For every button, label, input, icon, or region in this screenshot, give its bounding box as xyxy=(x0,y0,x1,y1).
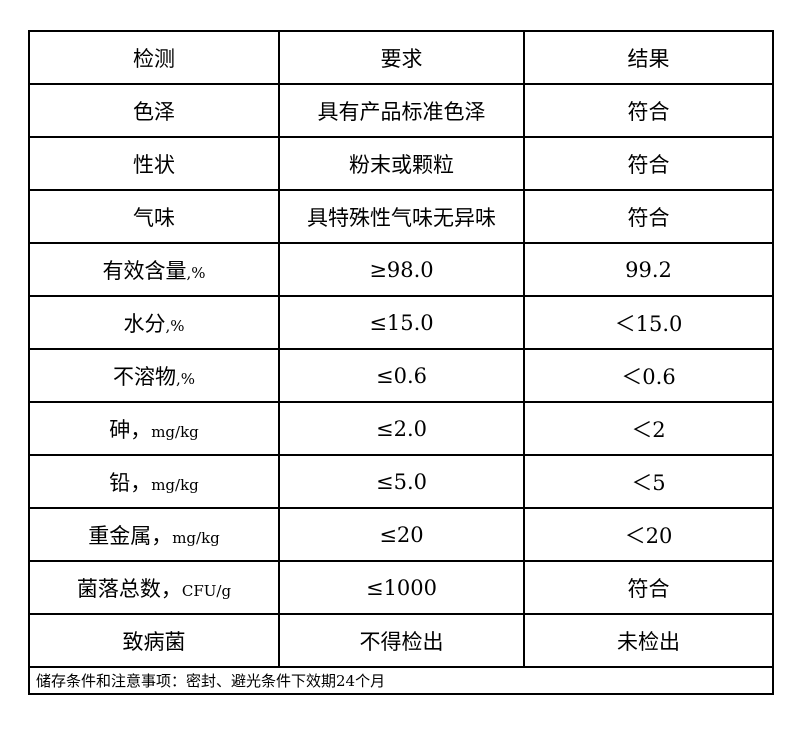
requirement-cell: 具有产品标准色泽 xyxy=(278,83,525,138)
header-cell-test: 检测 xyxy=(28,30,280,85)
test-item-cell: 水分,% xyxy=(28,295,280,350)
test-item-name: 致病菌 xyxy=(122,629,186,654)
test-item-cell: 气味 xyxy=(28,189,280,244)
test-item-name: 有效含量 xyxy=(102,258,187,283)
table-row: 菌落总数，CFU/g ≤1000 符合 xyxy=(28,560,774,615)
result-cell: 未检出 xyxy=(523,613,774,668)
storage-note: 储存条件和注意事项：密封、避光条件下效期24个月 xyxy=(28,666,774,695)
table-row: 铅，mg/kg ≤5.0 ＜5 xyxy=(28,454,774,509)
test-item-unit: ,% xyxy=(186,263,206,282)
test-item-cell: 色泽 xyxy=(28,83,280,138)
table-header-row: 检测 要求 结果 xyxy=(28,30,774,85)
test-item-unit: ,% xyxy=(175,369,196,388)
result-cell: ＜5 xyxy=(523,454,774,509)
requirement-cell: ≤15.0 xyxy=(278,295,525,350)
test-item-cell: 性状 xyxy=(28,136,280,191)
test-item-name: 菌落总数， xyxy=(76,576,182,601)
table-row: 气味 具特殊性气味无异味 符合 xyxy=(28,189,774,244)
test-item-name: 水分 xyxy=(123,311,166,336)
table-row: 性状 粉末或颗粒 符合 xyxy=(28,136,774,191)
table-row: 砷，mg/kg ≤2.0 ＜2 xyxy=(28,401,774,456)
table-row: 水分,% ≤15.0 ＜15.0 xyxy=(28,295,774,350)
result-cell: 符合 xyxy=(523,83,774,138)
result-cell: ＜15.0 xyxy=(523,295,774,350)
test-item-cell: 重金属，mg/kg xyxy=(28,507,280,562)
test-item-unit: ,% xyxy=(165,316,185,335)
test-item-name: 性状 xyxy=(133,152,175,177)
requirement-cell: ≤5.0 xyxy=(278,454,525,509)
test-item-unit: mg/kg xyxy=(172,528,220,547)
test-item-name: 铅， xyxy=(109,470,152,495)
table-row: 色泽 具有产品标准色泽 符合 xyxy=(28,83,774,138)
result-cell: 99.2 xyxy=(523,242,774,297)
requirement-cell: 不得检出 xyxy=(278,613,525,668)
requirement-cell: ≤2.0 xyxy=(278,401,525,456)
test-item-name: 不溶物 xyxy=(112,364,176,389)
result-cell: ＜0.6 xyxy=(523,348,774,403)
header-cell-result: 结果 xyxy=(523,30,774,85)
result-cell: ＜2 xyxy=(523,401,774,456)
test-item-unit: CFU/g xyxy=(181,581,232,600)
test-item-name: 色泽 xyxy=(133,99,175,124)
inspection-table: 检测 要求 结果 色泽 具有产品标准色泽 符合 性状 粉末或颗粒 符合 气味 具特殊性气味无异… xyxy=(28,30,774,695)
test-item-name: 重金属， xyxy=(88,523,173,548)
result-cell: 符合 xyxy=(523,136,774,191)
test-item-cell: 致病菌 xyxy=(28,613,280,668)
test-item-name: 气味 xyxy=(133,205,175,230)
header-cell-requirement: 要求 xyxy=(278,30,525,85)
test-item-unit: mg/kg xyxy=(151,422,199,441)
test-item-cell: 菌落总数，CFU/g xyxy=(28,560,280,615)
test-item-cell: 不溶物,% xyxy=(28,348,280,403)
requirement-cell: 具特殊性气味无异味 xyxy=(278,189,525,244)
requirement-cell: 粉末或颗粒 xyxy=(278,136,525,191)
requirement-cell: ≤20 xyxy=(278,507,525,562)
table-row: 重金属，mg/kg ≤20 ＜20 xyxy=(28,507,774,562)
test-item-cell: 铅，mg/kg xyxy=(28,454,280,509)
table-row: 致病菌 不得检出 未检出 xyxy=(28,613,774,668)
footer-row: 储存条件和注意事项：密封、避光条件下效期24个月 xyxy=(28,666,774,695)
test-item-name: 砷， xyxy=(109,417,152,442)
test-item-cell: 砷，mg/kg xyxy=(28,401,280,456)
test-item-unit: mg/kg xyxy=(151,475,199,494)
table-row: 有效含量,% ≥98.0 99.2 xyxy=(28,242,774,297)
result-cell: 符合 xyxy=(523,560,774,615)
requirement-cell: ≥98.0 xyxy=(278,242,525,297)
result-cell: ＜20 xyxy=(523,507,774,562)
result-cell: 符合 xyxy=(523,189,774,244)
table-row: 不溶物,% ≤0.6 ＜0.6 xyxy=(28,348,774,403)
requirement-cell: ≤0.6 xyxy=(278,348,525,403)
requirement-cell: ≤1000 xyxy=(278,560,525,615)
test-item-cell: 有效含量,% xyxy=(28,242,280,297)
